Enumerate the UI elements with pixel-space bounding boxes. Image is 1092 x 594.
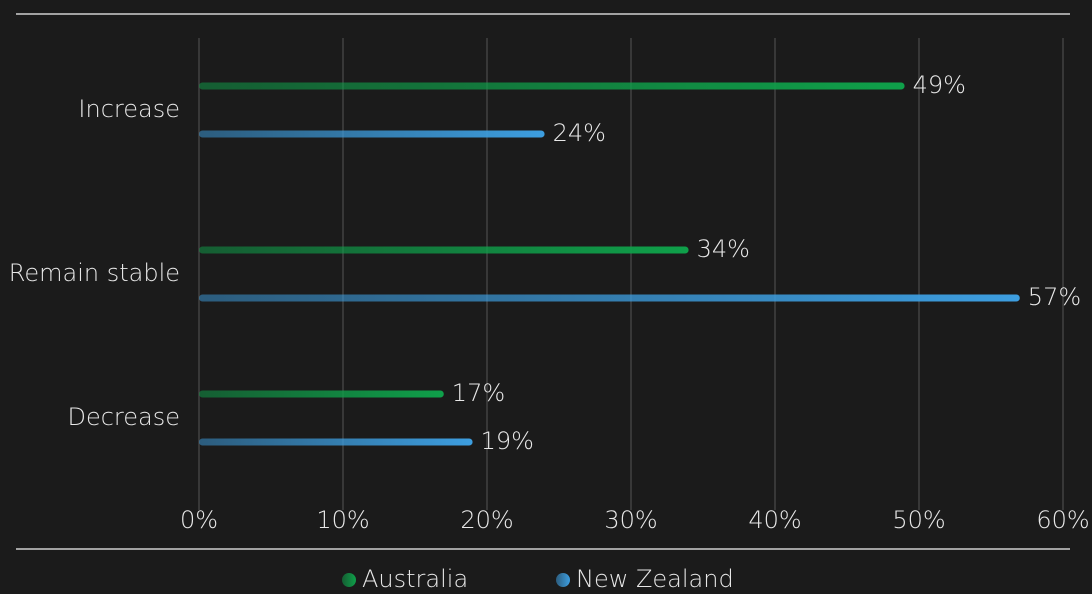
value-label: 19% — [481, 427, 534, 455]
bar — [199, 82, 905, 90]
bar — [199, 294, 1020, 302]
category-label: Remain stable — [9, 259, 180, 287]
x-tick-label: 50% — [892, 506, 945, 534]
x-tick-label: 20% — [460, 506, 513, 534]
x-tick-label: 60% — [1036, 506, 1089, 534]
x-tick-label: 0% — [180, 506, 218, 534]
x-tick-label: 40% — [748, 506, 801, 534]
bar — [199, 390, 444, 398]
legend-label: New Zealand — [576, 565, 734, 593]
value-label: 17% — [452, 379, 505, 407]
value-label: 49% — [913, 71, 966, 99]
x-tick-label: 30% — [604, 506, 657, 534]
bar — [199, 130, 545, 138]
legend-swatch — [556, 573, 570, 587]
category-label: Increase — [78, 95, 180, 123]
value-label: 57% — [1028, 283, 1081, 311]
value-label: 34% — [697, 235, 750, 263]
legend-swatch — [342, 573, 356, 587]
value-label: 24% — [553, 119, 606, 147]
x-tick-label: 10% — [316, 506, 369, 534]
bar — [199, 246, 689, 254]
legend-label: Australia — [362, 565, 468, 593]
bar — [199, 438, 473, 446]
category-label: Decrease — [67, 403, 180, 431]
